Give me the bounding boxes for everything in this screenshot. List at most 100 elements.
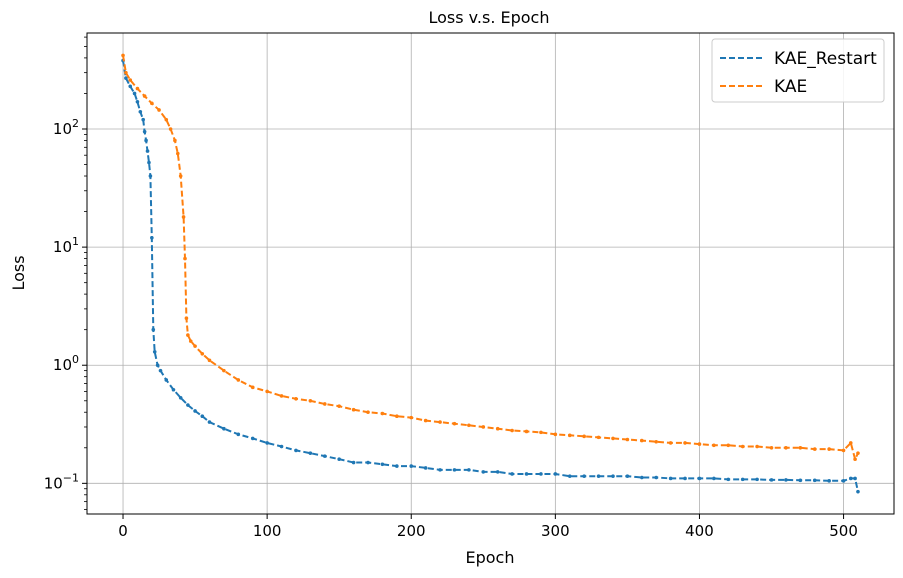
y-tick-label: 102: [53, 117, 79, 138]
data-point: [712, 443, 716, 448]
series-line-kae-restart: [122, 60, 859, 492]
data-point: [539, 430, 543, 435]
data-point: [668, 476, 673, 481]
data-point: [124, 70, 128, 75]
data-point: [265, 441, 269, 445]
data-point: [366, 460, 370, 465]
data-point: [294, 396, 298, 401]
data-point: [495, 426, 500, 431]
data-point: [596, 435, 601, 440]
data-point: [481, 425, 486, 429]
data-point: [697, 476, 702, 481]
data-point: [144, 138, 148, 143]
data-point: [582, 434, 586, 439]
data-point: [155, 363, 160, 368]
grid-lines: [87, 33, 894, 514]
data-point: [380, 411, 385, 416]
data-point: [726, 477, 731, 482]
data-point: [128, 78, 133, 82]
data-point: [553, 472, 558, 476]
data-point: [158, 368, 163, 373]
data-point: [856, 451, 860, 455]
series-layer: [121, 53, 860, 494]
data-point: [164, 117, 169, 122]
data-point: [524, 429, 529, 434]
data-point: [438, 468, 442, 472]
data-point: [279, 444, 284, 449]
data-point: [668, 441, 673, 445]
data-point: [207, 358, 212, 363]
data-point: [481, 470, 486, 474]
data-point: [640, 438, 644, 443]
data-point: [510, 428, 514, 433]
data-point: [495, 470, 500, 474]
data-point: [135, 99, 140, 104]
data-point: [322, 402, 327, 406]
data-point: [539, 472, 543, 476]
x-tick-label: 200: [397, 522, 426, 540]
data-point: [798, 445, 803, 450]
data-point: [138, 109, 143, 114]
chart-title: Loss v.s. Epoch: [429, 8, 550, 27]
plot-frame: [86, 32, 895, 515]
data-point: [848, 441, 853, 445]
data-point: [438, 420, 442, 424]
data-point: [812, 447, 817, 451]
data-point: [236, 378, 241, 382]
data-point: [183, 256, 187, 261]
data-point: [193, 409, 197, 413]
data-point: [841, 479, 846, 483]
data-point: [150, 235, 154, 240]
legend-label-kae: KAE: [774, 77, 807, 97]
data-point: [740, 444, 745, 449]
data-point: [142, 129, 147, 134]
x-ticks: 0 100 200 300 400 500: [118, 514, 858, 540]
data-point: [697, 442, 702, 446]
data-point: [128, 84, 133, 89]
data-point: [121, 53, 125, 58]
data-point: [452, 468, 457, 472]
data-point: [853, 457, 857, 462]
data-point: [423, 466, 428, 470]
data-point: [193, 344, 197, 348]
data-point: [740, 477, 745, 482]
data-point: [178, 395, 183, 400]
legend-box: [711, 38, 885, 103]
data-point: [380, 462, 385, 467]
x-tick-label: 0: [118, 522, 128, 540]
data-point: [654, 439, 659, 444]
y-tick-label: 10−1: [44, 471, 79, 492]
data-point: [124, 76, 128, 80]
data-point: [200, 414, 205, 419]
data-point: [173, 138, 177, 143]
legend: KAE_Restart KAE: [711, 38, 885, 103]
data-point: [236, 432, 241, 437]
x-tick-label: 300: [541, 522, 570, 540]
data-point: [423, 418, 428, 423]
x-axis-label: Epoch: [466, 548, 515, 567]
data-point: [152, 349, 157, 354]
y-ticks: 10−1 100 101 102: [44, 36, 87, 510]
data-point: [827, 447, 831, 451]
data-point: [151, 327, 156, 332]
data-point: [157, 108, 161, 112]
data-point: [148, 174, 153, 178]
data-point: [135, 86, 140, 91]
data-point: [200, 351, 205, 356]
data-point: [625, 437, 630, 442]
data-point: [186, 403, 190, 407]
data-point: [853, 476, 857, 481]
data-point: [841, 448, 846, 453]
data-point: [366, 410, 370, 415]
data-point: [145, 149, 150, 153]
data-point: [726, 443, 731, 448]
x-tick-label: 100: [253, 522, 282, 540]
data-point: [452, 421, 457, 426]
data-point: [567, 474, 572, 478]
data-point: [250, 385, 255, 390]
data-point: [784, 445, 788, 450]
data-point: [755, 444, 759, 449]
data-point: [395, 414, 399, 419]
data-point: [812, 478, 817, 483]
y-axis-label: Loss: [9, 255, 28, 290]
